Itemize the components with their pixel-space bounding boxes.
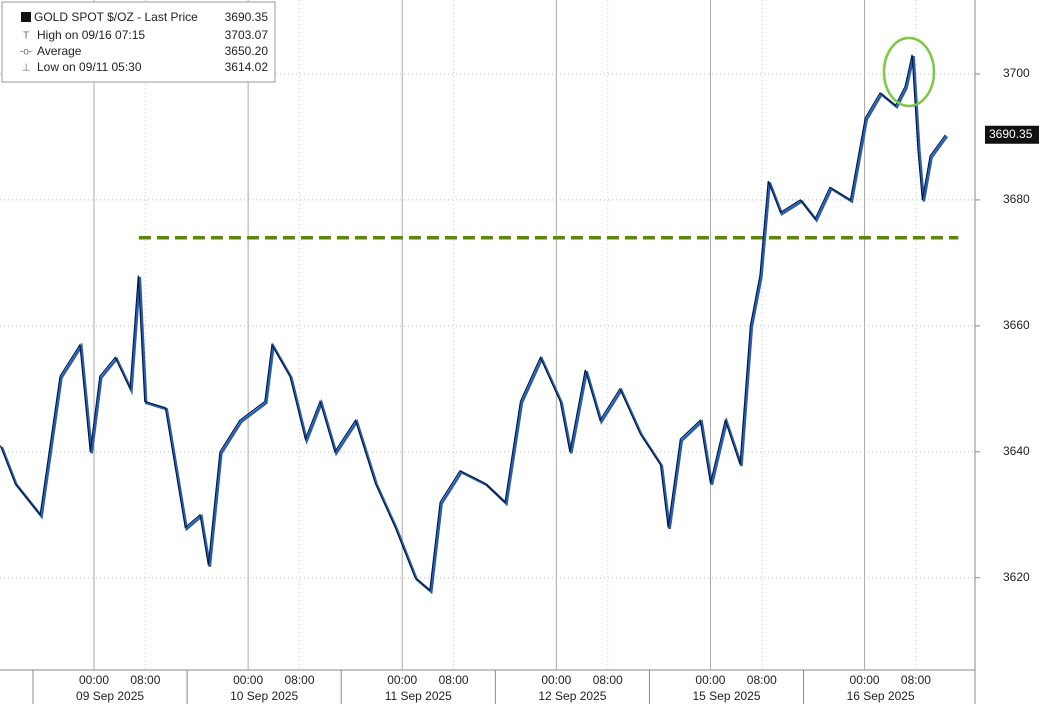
x-group-label: 11 Sep 2025 — [385, 689, 452, 703]
legend-label: High on 09/16 07:15 — [37, 28, 145, 42]
x-tick-label: 00:00 — [387, 673, 417, 687]
legend-value: 3614.02 — [225, 60, 269, 74]
legend-value: 3703.07 — [225, 28, 269, 42]
legend-icon: T — [23, 31, 29, 42]
x-tick-label: 00:00 — [541, 673, 571, 687]
legend-icon: ⊥ — [22, 63, 31, 74]
x-tick-label: 08:00 — [747, 673, 777, 687]
legend-swatch — [21, 12, 31, 22]
x-group-label: 15 Sep 2025 — [692, 689, 760, 703]
x-group-label: 09 Sep 2025 — [76, 689, 144, 703]
x-tick-label: 08:00 — [439, 673, 469, 687]
legend-label: Low on 09/11 05:30 — [37, 60, 142, 74]
x-group-label: 12 Sep 2025 — [538, 689, 606, 703]
last-price-label: 3690.35 — [989, 127, 1033, 141]
x-tick-label: 08:00 — [593, 673, 623, 687]
legend-box — [1, 1, 276, 83]
legend-label: GOLD SPOT $/OZ - Last Price — [34, 10, 198, 24]
legend-value: 3650.20 — [225, 44, 269, 58]
last-price-tag — [985, 125, 1039, 144]
x-tick-label: 00:00 — [79, 673, 109, 687]
x-tick-label: 00:00 — [695, 673, 725, 687]
y-tick-label: 3680 — [1003, 192, 1030, 206]
legend-label: Average — [37, 44, 82, 58]
plot-area — [0, 0, 975, 670]
y-tick-label: 3660 — [1003, 318, 1030, 332]
x-group-label: 10 Sep 2025 — [230, 689, 298, 703]
x-group-label: 16 Sep 2025 — [847, 689, 915, 703]
y-tick-label: 3620 — [1003, 570, 1030, 584]
y-tick-label: 3640 — [1003, 444, 1030, 458]
legend-icon: -o- — [20, 47, 32, 58]
y-tick-label: 3700 — [1003, 66, 1030, 80]
legend: GOLD SPOT $/OZ - Last Price 3690.35 High o… — [1, 1, 276, 83]
price-line — [0, 54, 946, 592]
line-shadow — [0, 55, 949, 595]
highlight-circle — [882, 36, 936, 108]
x-tick-label: 08:00 — [130, 673, 160, 687]
x-tick-label: 00:00 — [233, 673, 263, 687]
legend-value: 3690.35 — [225, 10, 269, 24]
x-tick-label: 08:00 — [284, 673, 314, 687]
x-tick-label: 00:00 — [850, 673, 880, 687]
x-tick-label: 08:00 — [901, 673, 931, 687]
